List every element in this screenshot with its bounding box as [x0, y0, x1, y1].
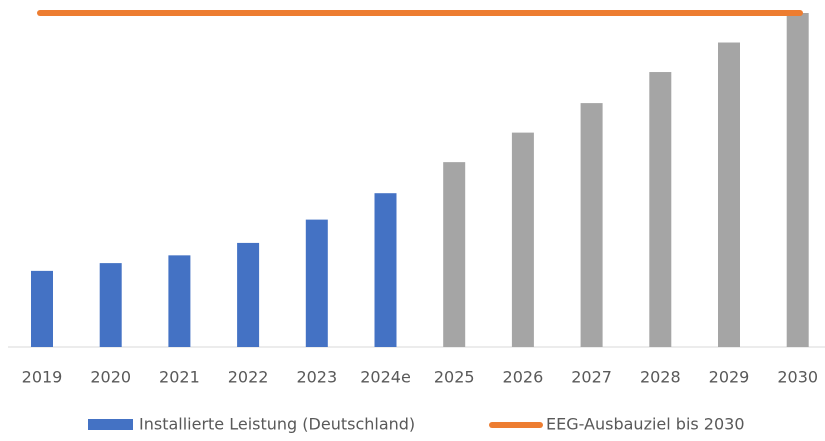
x-tick-label: 2026	[503, 368, 544, 387]
x-tick-label: 2019	[22, 368, 63, 387]
bar	[168, 255, 191, 347]
x-tick-label: 2028	[640, 368, 681, 387]
x-tick-label: 2029	[709, 368, 750, 387]
bar	[511, 132, 534, 347]
x-tick-label: 2021	[159, 368, 200, 387]
legend-label: Installierte Leistung (Deutschland)	[139, 415, 415, 434]
x-tick-label: 2025	[434, 368, 475, 387]
bar	[31, 270, 53, 347]
bar	[305, 219, 328, 347]
bar	[580, 103, 603, 347]
bar	[443, 162, 466, 347]
x-tick-label: 2020	[90, 368, 131, 387]
x-tick-label: 2023	[296, 368, 337, 387]
bar	[718, 42, 740, 348]
bar	[649, 72, 672, 347]
bar	[786, 13, 809, 347]
legend-swatch	[88, 419, 133, 430]
legend-label: EEG-Ausbauziel bis 2030	[546, 415, 745, 434]
bar	[374, 193, 397, 347]
x-tick-label: 2027	[571, 368, 612, 387]
bar	[99, 263, 122, 347]
x-tick-label: 2024e	[360, 368, 411, 387]
x-tick-label: 2030	[777, 368, 818, 387]
bar	[237, 242, 260, 347]
x-tick-label: 2022	[228, 368, 269, 387]
